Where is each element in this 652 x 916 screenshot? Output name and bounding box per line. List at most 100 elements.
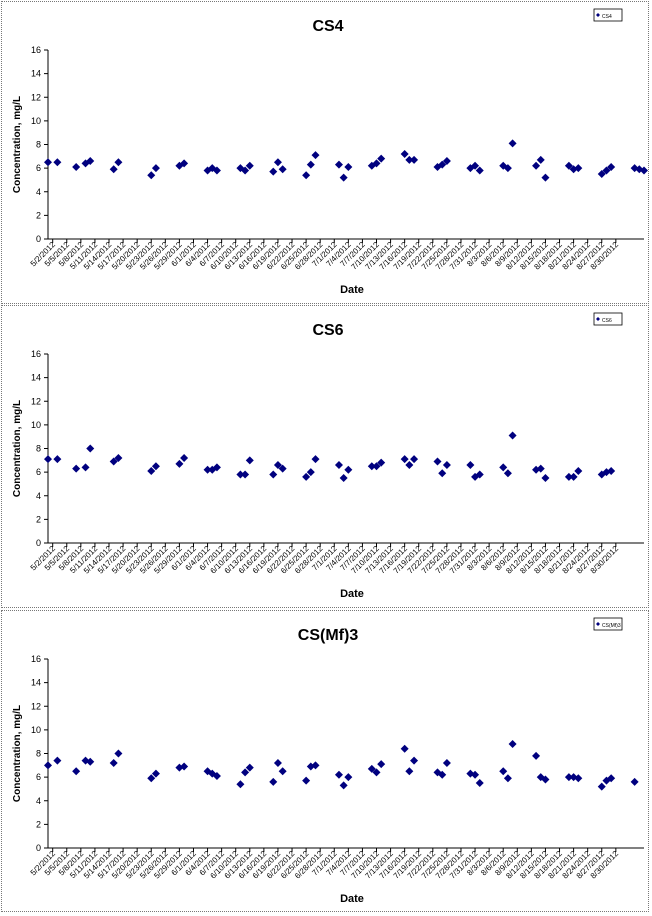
y-tick-label: 10 [31, 116, 41, 126]
data-point [151, 769, 160, 778]
data-point [377, 154, 386, 163]
data-point [114, 158, 123, 167]
data-point [508, 139, 517, 148]
y-axis-title: Concentration, mg/L [12, 400, 23, 497]
data-point [269, 167, 278, 176]
data-point [438, 770, 447, 779]
data-point [475, 166, 484, 175]
data-point [377, 760, 386, 769]
data-point [236, 780, 245, 789]
y-tick-label: 0 [36, 234, 41, 244]
legend-box [593, 8, 623, 22]
data-point [147, 774, 156, 783]
data-point [245, 161, 254, 170]
data-point [564, 773, 573, 782]
data-point [269, 777, 278, 786]
data-point [114, 453, 123, 462]
chart-panel-cs4: CS4 CS4 0 2 4 6 8 10 12 14 16 Concentration, mg/L 5/… [1, 1, 649, 304]
data-point [503, 469, 512, 478]
data-point [245, 763, 254, 772]
y-tick-label: 16 [31, 349, 41, 359]
data-point [433, 457, 442, 466]
data-point [278, 165, 287, 174]
data-point [433, 768, 442, 777]
data-point [302, 171, 311, 180]
data-point [607, 162, 616, 171]
data-point [574, 164, 583, 173]
data-point [367, 764, 376, 773]
y-tick-label: 4 [36, 491, 41, 501]
y-tick-label: 8 [36, 140, 41, 150]
data-point [405, 767, 414, 776]
data-point [607, 466, 616, 475]
data-point [508, 740, 517, 749]
data-point [405, 461, 414, 470]
data-point [344, 465, 353, 474]
data-point [311, 151, 320, 160]
data-point [442, 461, 451, 470]
data-point [499, 463, 508, 472]
data-point [334, 160, 343, 169]
y-tick-label: 12 [31, 701, 41, 711]
data-point [536, 155, 545, 164]
data-point [147, 466, 156, 475]
chart-panel-cs6: CS6 CS6 0 2 4 6 8 10 12 14 16 Concentration, mg/L 5/… [1, 305, 649, 608]
chart-title: CS(Mf)3 [298, 627, 359, 644]
data-point [53, 756, 62, 765]
data-point [410, 455, 419, 464]
data-point [564, 472, 573, 481]
data-point [574, 466, 583, 475]
data-point [212, 771, 221, 780]
data-point [503, 774, 512, 783]
data-point [532, 751, 541, 760]
chart-title: CS4 [312, 18, 343, 35]
data-point [175, 459, 184, 468]
data-point [344, 773, 353, 782]
data-point [245, 456, 254, 465]
data-point [306, 160, 315, 169]
y-tick-label: 12 [31, 92, 41, 102]
data-point [53, 455, 62, 464]
data-point [72, 464, 81, 473]
data-point [311, 455, 320, 464]
data-point [86, 157, 95, 166]
data-point [471, 770, 480, 779]
data-point [597, 170, 606, 179]
data-point [640, 166, 648, 175]
data-point [569, 472, 578, 481]
data-point [372, 768, 381, 777]
y-tick-label: 14 [31, 678, 41, 688]
data-point [109, 758, 118, 767]
data-point [339, 781, 348, 790]
data-point [212, 463, 221, 472]
data-point [400, 744, 409, 753]
data-point [278, 767, 287, 776]
data-point [311, 761, 320, 770]
y-tick-label: 2 [36, 210, 41, 220]
data-point [344, 162, 353, 171]
data-point [367, 462, 376, 471]
data-point [241, 470, 250, 479]
data-point [339, 173, 348, 182]
data-point [499, 767, 508, 776]
y-tick-label: 0 [36, 538, 41, 548]
data-point [306, 468, 315, 477]
y-tick-label: 6 [36, 467, 41, 477]
data-point [508, 431, 517, 440]
data-point [241, 768, 250, 777]
data-point [400, 149, 409, 158]
data-point [81, 463, 90, 472]
data-point [241, 166, 250, 175]
data-point [602, 166, 611, 175]
data-point [53, 158, 62, 167]
data-point [203, 465, 212, 474]
legend-box [593, 312, 623, 326]
data-point [151, 164, 160, 173]
y-tick-label: 14 [31, 69, 41, 79]
legend-box [593, 617, 623, 631]
data-point [109, 165, 118, 174]
y-tick-label: 14 [31, 373, 41, 383]
data-point [597, 782, 606, 791]
